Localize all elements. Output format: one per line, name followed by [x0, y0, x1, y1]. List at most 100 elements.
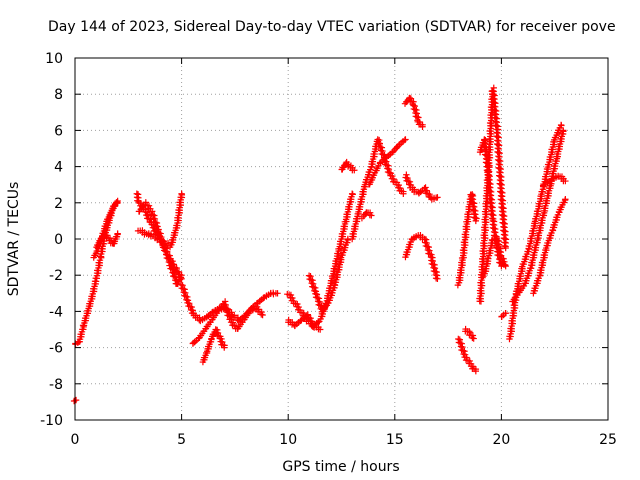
data-point [458, 346, 465, 354]
data-point [160, 247, 168, 254]
data-point [221, 301, 228, 308]
data-point [158, 233, 165, 241]
data-point [178, 272, 185, 279]
data-point [460, 350, 467, 358]
data-point [178, 190, 185, 197]
data-point [425, 243, 432, 251]
x-tick-label: 20 [492, 432, 510, 448]
data-point [148, 211, 155, 218]
data-point [472, 217, 480, 225]
data-series [365, 136, 409, 188]
data-series [506, 121, 565, 343]
data-point [312, 294, 320, 301]
data-point [156, 233, 164, 240]
data-series [402, 232, 441, 283]
data-point [562, 177, 569, 185]
data-point [114, 230, 121, 237]
data-point [422, 239, 429, 246]
data-point [309, 321, 317, 328]
y-tick-label: 0 [54, 232, 63, 248]
data-point [163, 254, 171, 262]
data-point [459, 347, 467, 354]
data-point [382, 161, 389, 168]
data-point [151, 212, 158, 219]
data-point [315, 301, 322, 308]
data-point [165, 258, 173, 266]
data-point [307, 273, 314, 280]
data-point [424, 246, 432, 254]
data-point [502, 262, 509, 270]
data-point [179, 282, 186, 289]
data-point [149, 211, 157, 219]
data-point [406, 178, 414, 185]
data-point [180, 289, 188, 296]
data-point [386, 169, 393, 176]
data-point [316, 302, 324, 309]
data-point [315, 295, 323, 302]
data-point [224, 312, 231, 319]
x-tick-label: 15 [386, 432, 404, 448]
data-point [160, 237, 167, 245]
data-point [168, 262, 175, 269]
data-point [163, 248, 171, 255]
data-point [153, 219, 161, 227]
data-point [434, 194, 441, 201]
y-tick-label: -2 [49, 268, 63, 284]
data-point [168, 265, 176, 273]
data-point [151, 215, 159, 223]
y-tick-label: -4 [49, 304, 63, 320]
data-point [169, 269, 176, 276]
x-tick-label: 10 [279, 432, 297, 448]
data-point [171, 273, 178, 280]
data-point [179, 285, 187, 292]
data-point [314, 298, 322, 305]
data-point [150, 218, 158, 225]
data-point [374, 136, 381, 143]
data-point [383, 161, 391, 169]
data-point [114, 199, 121, 206]
data-point [423, 239, 430, 247]
y-tick-label: -10 [40, 413, 63, 429]
x-tick-label: 5 [177, 432, 186, 448]
data-point [167, 265, 174, 272]
y-axis-title: SDTVAR / TECUs [6, 182, 22, 297]
data-point [309, 283, 316, 290]
data-point [311, 287, 318, 294]
data-point [162, 247, 169, 255]
data-point [182, 289, 189, 297]
data-point [72, 396, 80, 404]
data-series [401, 94, 426, 130]
data-series [402, 171, 441, 203]
data-point [375, 139, 382, 147]
data-point [154, 229, 161, 236]
data-point [223, 305, 230, 312]
chart-title: Day 144 of 2023, Sidereal Day-to-day VTE… [48, 19, 616, 35]
data-point [164, 251, 171, 259]
data-point [165, 255, 172, 262]
data-point [149, 208, 156, 215]
data-point [457, 343, 465, 350]
data-point [309, 280, 317, 287]
data-point [144, 212, 152, 219]
y-tick-label: 2 [54, 196, 63, 212]
data-point [426, 250, 434, 258]
data-series [93, 229, 121, 251]
data-point [461, 348, 468, 355]
data-point [150, 215, 157, 222]
data-point [426, 247, 433, 254]
data-point [459, 343, 466, 351]
data-point [402, 136, 409, 143]
data-point [457, 339, 464, 347]
data-point [403, 171, 410, 178]
data-point [470, 335, 477, 342]
data-series [189, 298, 266, 347]
data-point [378, 150, 385, 158]
grid-layer [75, 58, 608, 420]
data-series [530, 195, 569, 297]
data-point [181, 292, 188, 299]
data-point [221, 344, 228, 351]
data-point [348, 190, 356, 197]
data-point [385, 162, 392, 169]
data-point [496, 251, 503, 259]
